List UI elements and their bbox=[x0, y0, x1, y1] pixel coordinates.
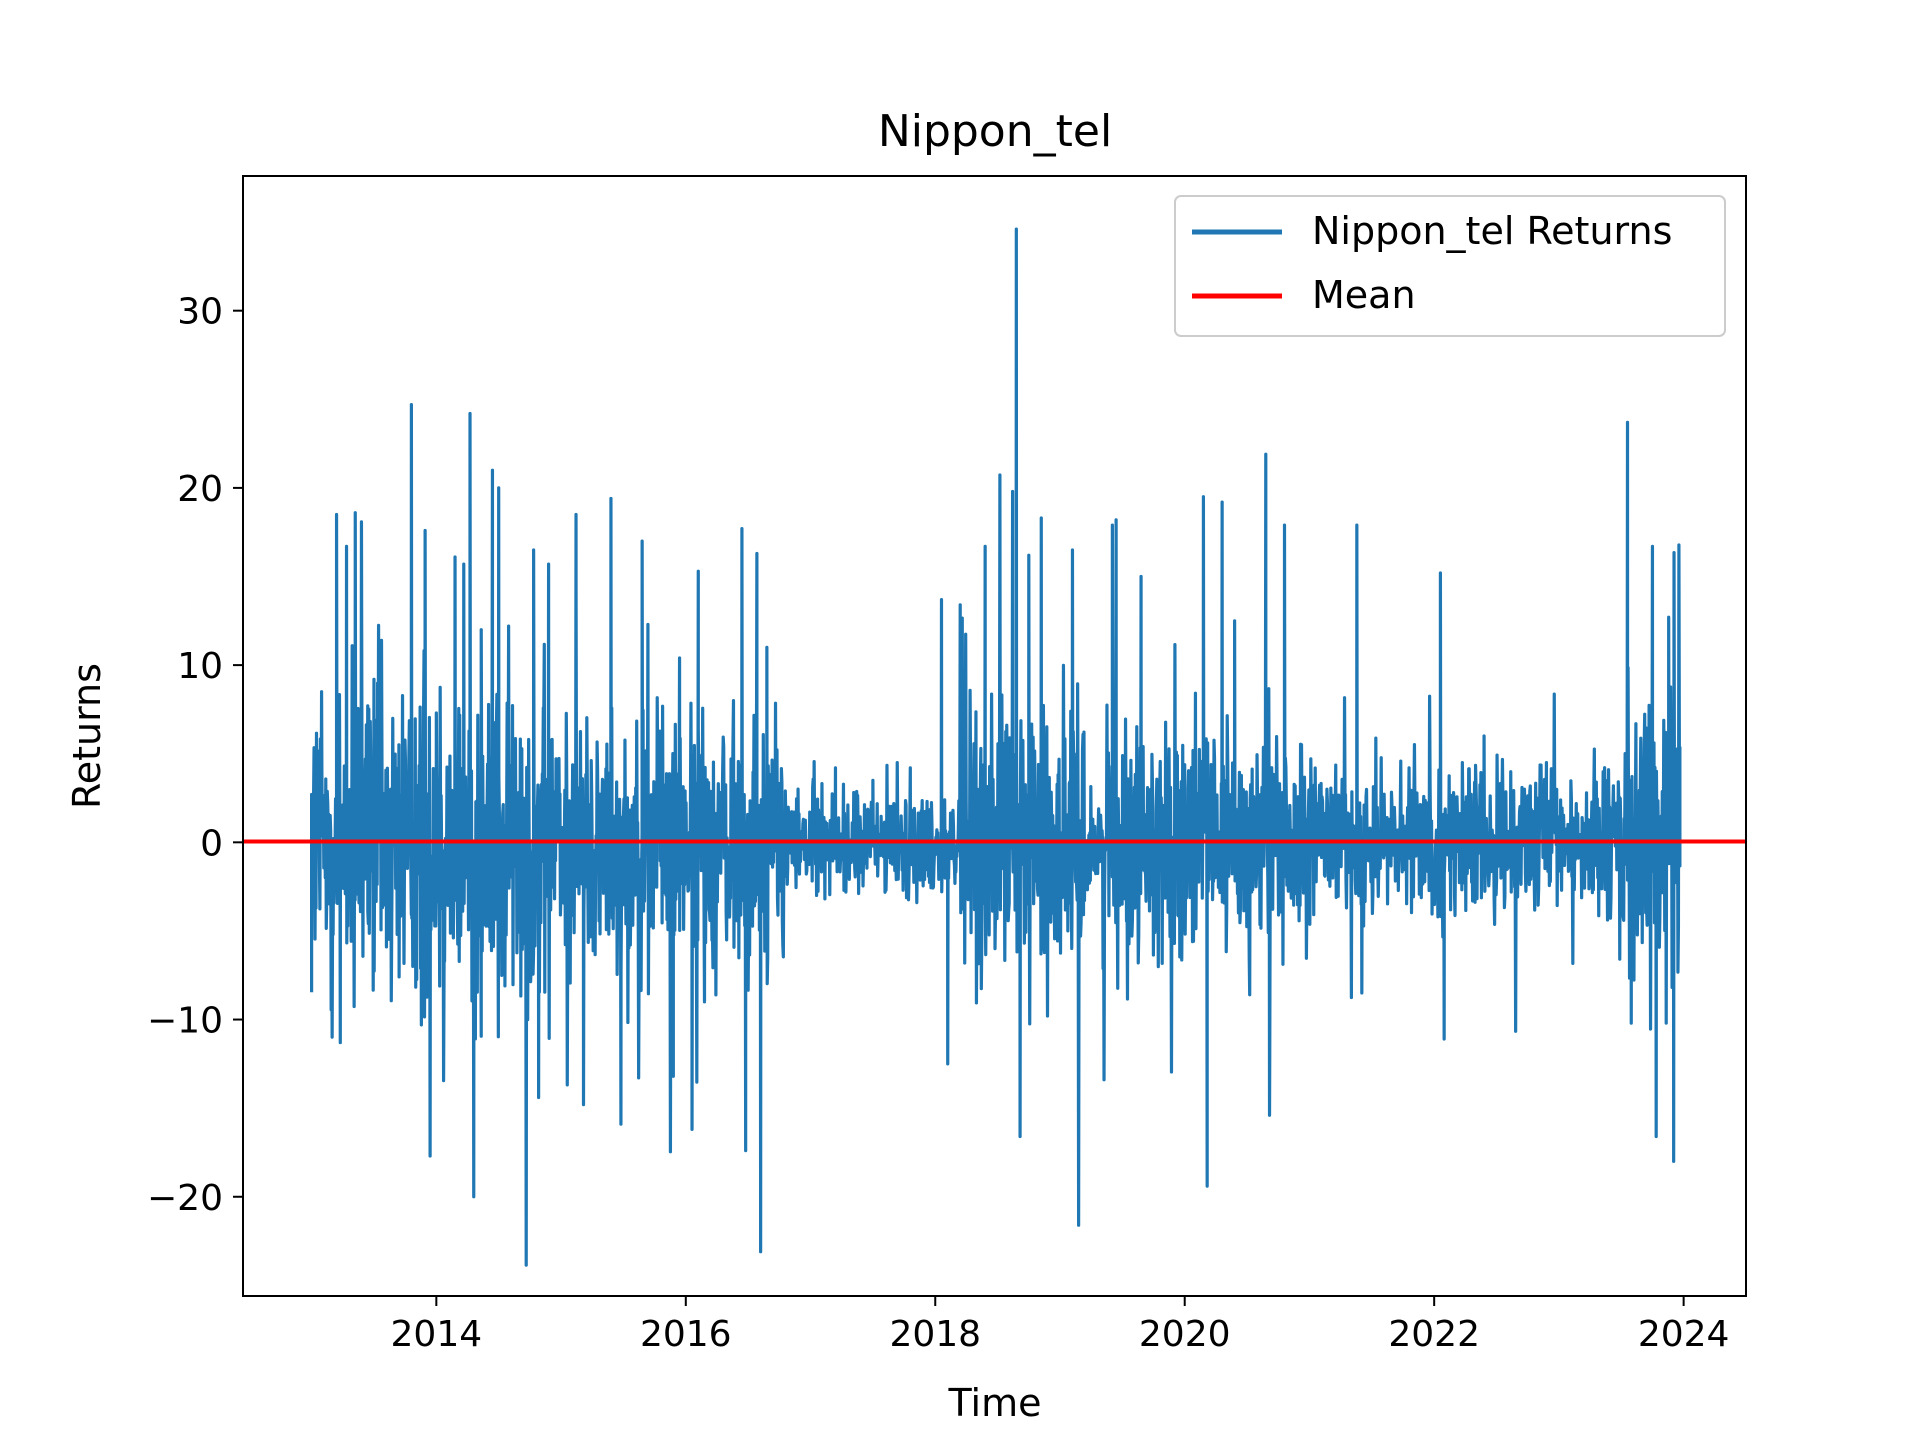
x-tick-label: 2014 bbox=[391, 1314, 483, 1355]
y-tick-label: 20 bbox=[177, 469, 223, 510]
legend: Nippon_tel Returns Mean bbox=[1174, 195, 1726, 337]
returns-line-path bbox=[310, 227, 1682, 1267]
y-tick-label: 30 bbox=[177, 292, 223, 333]
legend-box bbox=[1174, 195, 1726, 337]
legend-label-returns: Nippon_tel Returns bbox=[1312, 209, 1672, 253]
y-tick-label: 0 bbox=[200, 823, 223, 864]
plot-frame bbox=[242, 175, 1747, 1297]
x-tick-label: 2022 bbox=[1388, 1314, 1480, 1355]
y-axis: −20 −10 0 10 20 30 bbox=[147, 292, 243, 1219]
returns-series bbox=[310, 227, 1682, 1267]
x-axis: 2014 2016 2018 2020 2022 2024 bbox=[391, 1296, 1730, 1355]
x-tick-label: 2024 bbox=[1638, 1314, 1730, 1355]
legend-label-mean: Mean bbox=[1312, 273, 1416, 317]
x-axis-label: Time bbox=[948, 1381, 1042, 1425]
y-tick-label: 10 bbox=[177, 646, 223, 687]
x-tick-label: 2016 bbox=[640, 1314, 732, 1355]
x-tick-label: 2018 bbox=[889, 1314, 981, 1355]
x-tick-label: 2020 bbox=[1139, 1314, 1231, 1355]
y-tick-label: −20 bbox=[147, 1178, 223, 1219]
plot-area bbox=[243, 227, 1746, 1267]
chart-title: Nippon_tel bbox=[878, 106, 1112, 157]
y-axis-label: Returns bbox=[65, 663, 109, 809]
y-tick-label: −10 bbox=[147, 1001, 223, 1042]
